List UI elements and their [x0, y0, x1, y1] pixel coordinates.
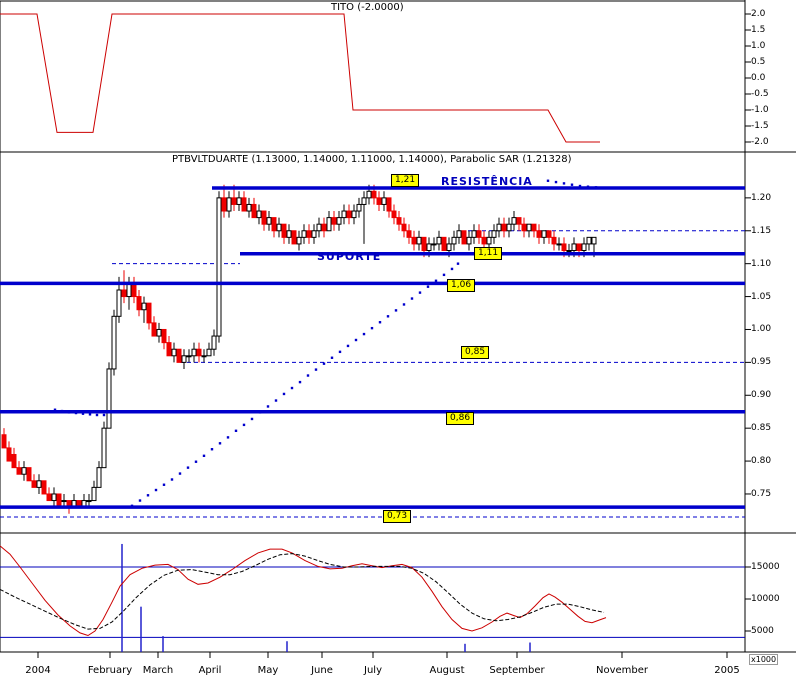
- y-axis-label: 0.5: [751, 57, 766, 67]
- y-axis-label: -0.5: [751, 89, 769, 99]
- month-label: August: [429, 665, 465, 676]
- level-label: 1,06: [447, 279, 476, 292]
- y-axis-label: 0.85: [751, 423, 772, 434]
- y-axis-label: 0.0: [751, 73, 766, 83]
- y-axis-label: 1.05: [751, 291, 772, 302]
- month-label: July: [364, 665, 382, 676]
- y-axis-label: 0.80: [751, 456, 772, 467]
- resistance-annotation: RESISTÊNCIA: [441, 175, 533, 188]
- main-chart-title: PTBVLTDUARTE (1.13000, 1.14000, 1.11000,…: [172, 154, 572, 165]
- y-axis-label: 1.10: [751, 258, 772, 269]
- y-axis-label: 15000: [751, 562, 780, 572]
- y-axis-label: -1.5: [751, 121, 769, 131]
- y-axis-label: 0.95: [751, 357, 772, 368]
- month-label: 2004: [25, 665, 51, 676]
- y-axis-label: 1.5: [751, 25, 766, 35]
- month-label: May: [257, 665, 279, 676]
- level-label: 1,11: [474, 247, 503, 260]
- level-label: 0,85: [461, 346, 490, 359]
- y-axis-label: 1.20: [751, 192, 772, 203]
- y-axis-label: 5000: [751, 626, 774, 636]
- month-label: March: [142, 665, 174, 676]
- level-label: 0,73: [383, 510, 412, 523]
- month-label: 2005: [714, 665, 740, 676]
- level-label: 1,21: [391, 174, 420, 187]
- y-axis-label: 1.0: [751, 41, 766, 51]
- y-axis-label: -2.0: [751, 137, 769, 147]
- y-axis-label: 1.00: [751, 324, 772, 335]
- y-axis-label: 0.90: [751, 390, 772, 401]
- y-axis-label: -1.0: [751, 105, 769, 115]
- month-label: November: [595, 665, 649, 676]
- y-axis-label: 2.0: [751, 9, 766, 19]
- top-indicator-title: TITO (-2.0000): [331, 2, 404, 13]
- y-axis-label: 1.15: [751, 225, 772, 236]
- month-label: June: [311, 665, 333, 676]
- y-axis-label: 10000: [751, 594, 780, 604]
- support-annotation: SUPORTE: [317, 250, 382, 263]
- level-label: 0,86: [446, 412, 475, 425]
- month-label: February: [87, 665, 133, 676]
- month-label: September: [489, 665, 545, 676]
- volume-unit-label: x1000: [749, 654, 779, 665]
- month-label: April: [198, 665, 222, 676]
- y-axis-label: 0.75: [751, 488, 772, 499]
